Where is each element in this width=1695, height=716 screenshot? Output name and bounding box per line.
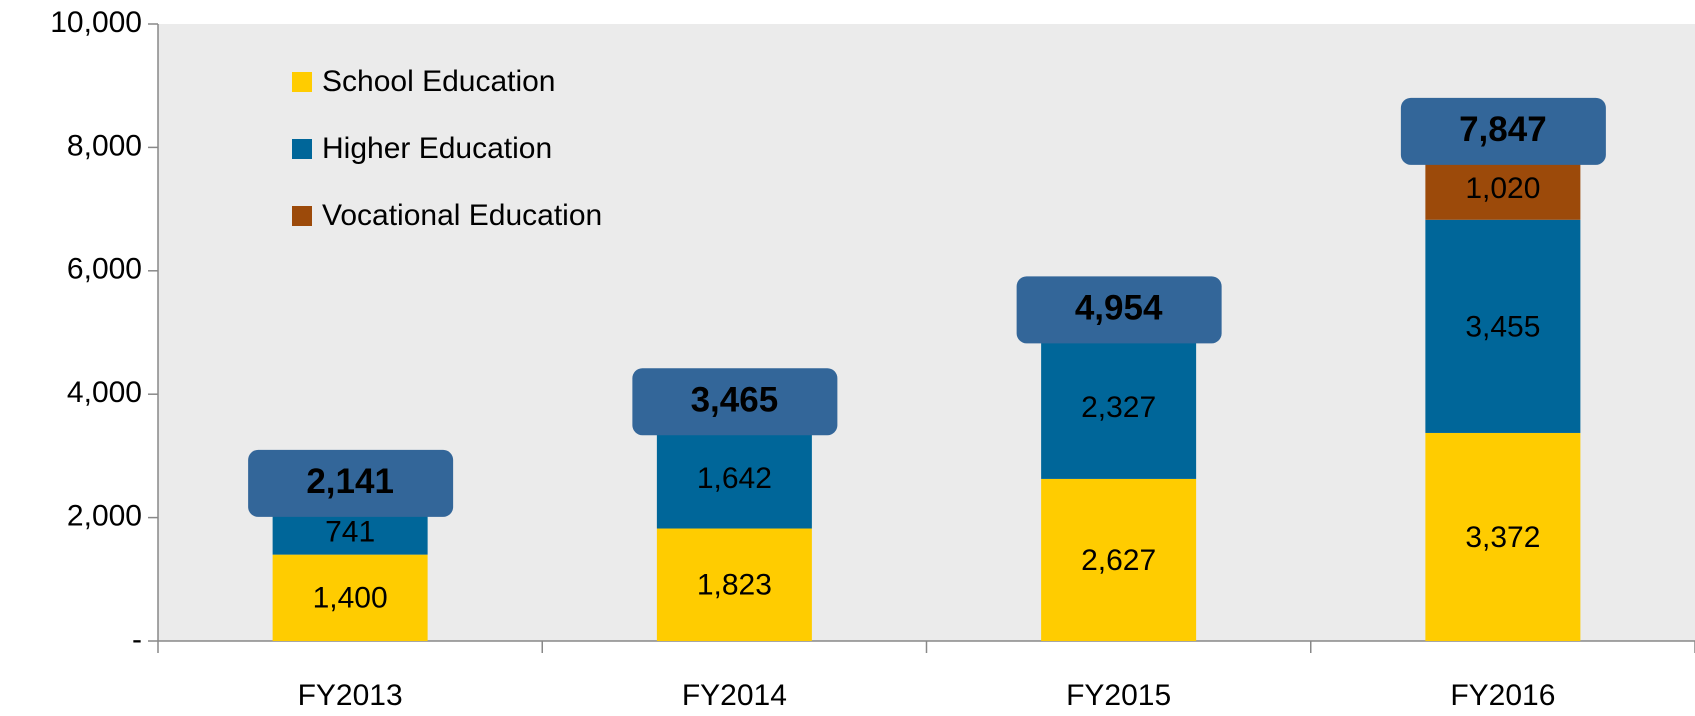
y-tick-label: 2,000 [67, 500, 142, 533]
value-label: 1,400 [313, 582, 388, 615]
value-label: 3,372 [1465, 521, 1540, 554]
total-label: 4,954 [1075, 289, 1163, 328]
value-label: 1,020 [1465, 172, 1540, 205]
bar-segment [272, 554, 428, 641]
y-tick-label: 6,000 [67, 253, 142, 286]
legend-label: Vocational Education [322, 199, 602, 232]
bar-segment [656, 427, 812, 529]
value-label: 2,327 [1081, 391, 1156, 424]
legend-label: School Education [322, 65, 556, 98]
total-box [632, 368, 838, 436]
total-label: 7,847 [1459, 110, 1547, 149]
legend-swatch [292, 206, 312, 226]
bar-segment [1041, 478, 1197, 641]
value-label: 2,627 [1081, 544, 1156, 577]
legend-swatch [292, 139, 312, 159]
total-box [1400, 97, 1606, 165]
bar-segment [1425, 156, 1581, 220]
total-box [1016, 276, 1222, 344]
legend-label: Higher Education [322, 132, 552, 165]
value-label: 3,455 [1465, 310, 1540, 343]
value-label: 1,642 [697, 462, 772, 495]
y-tick-label: - [132, 623, 142, 656]
total-label: 2,141 [306, 462, 394, 501]
bar-segment [1425, 219, 1581, 433]
y-tick-label: 10,000 [50, 6, 142, 39]
total-label: 3,465 [691, 380, 779, 419]
bar-segment [1425, 432, 1581, 641]
legend-swatch [292, 72, 312, 92]
y-tick-label: 4,000 [67, 376, 142, 409]
bar-segment [656, 528, 812, 641]
x-tick-label: FY2014 [682, 679, 787, 712]
y-tick-label: 8,000 [67, 129, 142, 162]
total-box [248, 449, 454, 517]
value-label: 741 [325, 516, 375, 549]
value-label: 1,823 [697, 569, 772, 602]
x-tick-label: FY2016 [1450, 679, 1555, 712]
bar-segment [1041, 335, 1197, 479]
x-tick-label: FY2013 [298, 679, 403, 712]
x-tick-label: FY2015 [1066, 679, 1171, 712]
